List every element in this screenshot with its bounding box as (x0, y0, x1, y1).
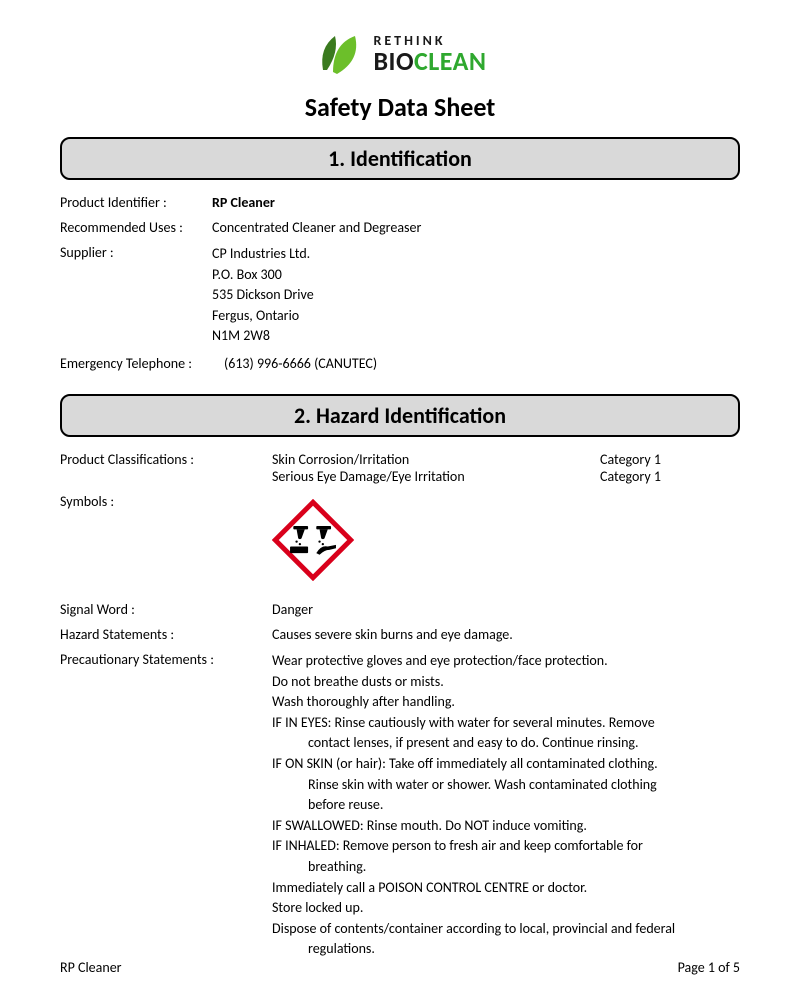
recommended-uses-value: Concentrated Cleaner and Degreaser (212, 219, 740, 236)
precaution-line: before reuse. (272, 795, 740, 815)
supplier-line: CP Industries Ltd. (212, 244, 740, 264)
emergency-telephone-value: (613) 996-6666 (CANUTEC) (224, 355, 740, 372)
precaution-line: Immediately call a POISON CONTROL CENTRE… (272, 878, 740, 898)
section-1-header: 1. Identification (60, 137, 740, 180)
leaf-icon (313, 30, 365, 78)
logo-line2: BIOCLEAN (373, 48, 486, 74)
precaution-line: Rinse skin with water or shower. Wash co… (272, 775, 740, 795)
supplier-line: 535 Dickson Drive (212, 285, 740, 305)
precaution-line: contact lenses, if present and easy to d… (272, 733, 740, 753)
classification-name: Serious Eye Damage/Eye Irritation (272, 468, 600, 485)
classification-category: Category 1 (600, 468, 740, 485)
precaution-line: IF SWALLOWED: Rinse mouth. Do NOT induce… (272, 816, 740, 836)
footer-product-name: RP Cleaner (60, 959, 122, 976)
emergency-telephone-row: Emergency Telephone : (613) 996-6666 (CA… (60, 355, 740, 372)
signal-word-label: Signal Word : (60, 601, 272, 618)
precaution-line: Store locked up. (272, 898, 740, 918)
supplier-row: Supplier : CP Industries Ltd.P.O. Box 30… (60, 244, 740, 347)
hazard-statements-label: Hazard Statements : (60, 626, 272, 643)
recommended-uses-row: Recommended Uses : Concentrated Cleaner … (60, 219, 740, 236)
supplier-line: N1M 2W8 (212, 326, 740, 346)
page-footer: RP Cleaner Page 1 of 5 (60, 959, 740, 976)
symbols-value (272, 499, 740, 585)
signal-word-row: Signal Word : Danger (60, 601, 740, 618)
emergency-telephone-label: Emergency Telephone : (60, 355, 224, 372)
precaution-line: IF INHALED: Remove person to fresh air a… (272, 836, 740, 856)
precaution-line: IF ON SKIN (or hair): Take off immediate… (272, 754, 740, 774)
precaution-line: regulations. (272, 939, 740, 959)
document-title: Safety Data Sheet (60, 91, 740, 123)
precautionary-statements-row: Precautionary Statements : Wear protecti… (60, 651, 740, 960)
product-identifier-row: Product Identifier : RP Cleaner (60, 194, 740, 211)
precautionary-statements-value: Wear protective gloves and eye protectio… (272, 651, 740, 960)
signal-word-value: Danger (272, 601, 740, 618)
product-classifications-value: Skin Corrosion/IrritationCategory 1Serio… (272, 451, 740, 485)
precaution-line: Do not breathe dusts or mists. (272, 672, 740, 692)
symbols-label: Symbols : (60, 493, 272, 593)
supplier-label: Supplier : (60, 244, 212, 347)
precautionary-statements-label: Precautionary Statements : (60, 651, 272, 960)
supplier-line: P.O. Box 300 (212, 265, 740, 285)
product-classifications-label: Product Classifications : (60, 451, 272, 485)
hazard-statements-row: Hazard Statements : Causes severe skin b… (60, 626, 740, 643)
supplier-line: Fergus, Ontario (212, 306, 740, 326)
recommended-uses-label: Recommended Uses : (60, 219, 212, 236)
precaution-line: Wear protective gloves and eye protectio… (272, 651, 740, 671)
product-identifier-label: Product Identifier : (60, 194, 212, 211)
symbols-row: Symbols : (60, 493, 740, 593)
precaution-line: Dispose of contents/container according … (272, 919, 740, 939)
corrosion-pictogram-icon (272, 499, 354, 581)
supplier-value: CP Industries Ltd.P.O. Box 300535 Dickso… (212, 244, 740, 347)
product-identifier-value: RP Cleaner (212, 194, 740, 211)
product-classifications-row: Product Classifications : Skin Corrosion… (60, 451, 740, 485)
logo-container: RETHINK BIOCLEAN (60, 30, 740, 83)
precaution-line: IF IN EYES: Rinse cautiously with water … (272, 713, 740, 733)
classification-line: Skin Corrosion/IrritationCategory 1 (272, 451, 740, 468)
hazard-statements-value: Causes severe skin burns and eye damage. (272, 626, 740, 643)
classification-line: Serious Eye Damage/Eye IrritationCategor… (272, 468, 740, 485)
precaution-line: breathing. (272, 857, 740, 877)
footer-page-number: Page 1 of 5 (678, 959, 740, 976)
classification-name: Skin Corrosion/Irritation (272, 451, 600, 468)
classification-category: Category 1 (600, 451, 740, 468)
section-2-header: 2. Hazard Identification (60, 394, 740, 437)
precaution-line: Wash thoroughly after handling. (272, 692, 740, 712)
brand-logo: RETHINK BIOCLEAN (313, 30, 486, 78)
